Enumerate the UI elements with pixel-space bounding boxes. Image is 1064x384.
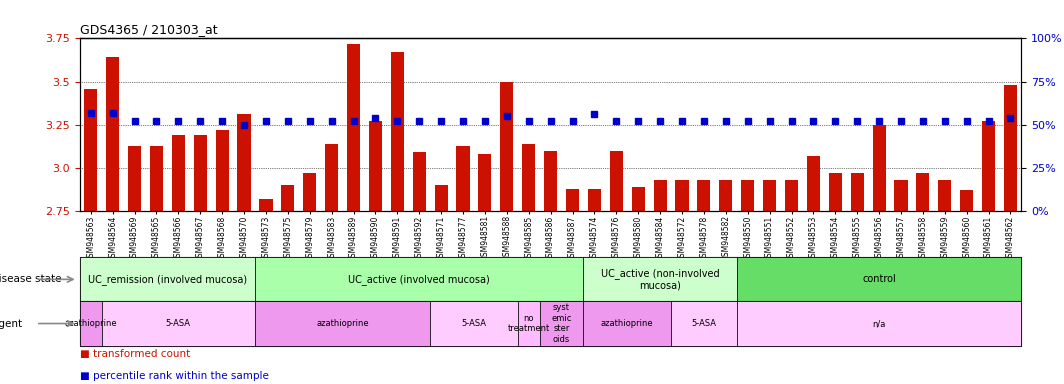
Bar: [587, 189, 601, 211]
Bar: [916, 173, 930, 211]
Bar: [255, 257, 583, 301]
Text: syst
emic
ster
oids: syst emic ster oids: [551, 303, 571, 344]
Bar: [807, 156, 820, 211]
Bar: [430, 301, 518, 346]
Bar: [960, 190, 974, 211]
Bar: [653, 180, 667, 211]
Bar: [128, 146, 142, 211]
Bar: [850, 173, 864, 211]
Bar: [479, 154, 492, 211]
Bar: [736, 301, 1021, 346]
Bar: [281, 185, 295, 211]
Bar: [632, 187, 645, 211]
Bar: [610, 151, 622, 211]
Text: ■ percentile rank within the sample: ■ percentile rank within the sample: [80, 371, 269, 381]
Text: azathioprine: azathioprine: [316, 319, 369, 328]
Text: UC_active (non-involved
mucosa): UC_active (non-involved mucosa): [601, 268, 719, 291]
Bar: [255, 301, 430, 346]
Text: control: control: [862, 274, 896, 285]
Text: 5-ASA: 5-ASA: [166, 319, 190, 328]
Bar: [456, 146, 469, 211]
Bar: [676, 180, 688, 211]
Bar: [260, 199, 272, 211]
Bar: [171, 135, 185, 211]
Bar: [544, 151, 558, 211]
Bar: [216, 130, 229, 211]
Bar: [347, 43, 360, 211]
Bar: [434, 185, 448, 211]
Bar: [583, 301, 671, 346]
Bar: [150, 146, 163, 211]
Bar: [539, 301, 583, 346]
Bar: [982, 121, 995, 211]
Bar: [194, 135, 206, 211]
Bar: [106, 57, 119, 211]
Bar: [697, 180, 711, 211]
Bar: [719, 180, 732, 211]
Bar: [84, 89, 97, 211]
Bar: [80, 301, 102, 346]
Bar: [518, 301, 539, 346]
Text: ■ transformed count: ■ transformed count: [80, 349, 190, 359]
Bar: [500, 81, 514, 211]
Text: 5-ASA: 5-ASA: [462, 319, 486, 328]
Bar: [938, 180, 951, 211]
Text: disease state: disease state: [0, 274, 62, 285]
Bar: [671, 301, 736, 346]
Text: UC_remission (involved mucosa): UC_remission (involved mucosa): [88, 274, 247, 285]
Bar: [369, 121, 382, 211]
Text: n/a: n/a: [872, 319, 886, 328]
Text: agent: agent: [0, 318, 22, 329]
Bar: [413, 152, 426, 211]
Bar: [763, 180, 776, 211]
Bar: [785, 180, 798, 211]
Bar: [522, 144, 535, 211]
Text: azathioprine: azathioprine: [601, 319, 653, 328]
Bar: [742, 180, 754, 211]
Bar: [102, 301, 255, 346]
Text: GDS4365 / 210303_at: GDS4365 / 210303_at: [80, 23, 217, 36]
Bar: [303, 173, 316, 211]
Bar: [872, 125, 885, 211]
Text: azathioprine: azathioprine: [65, 319, 117, 328]
Bar: [566, 189, 579, 211]
Bar: [895, 180, 908, 211]
Text: 5-ASA: 5-ASA: [692, 319, 716, 328]
Bar: [583, 257, 736, 301]
Bar: [1004, 85, 1017, 211]
Text: no
treatment: no treatment: [508, 314, 550, 333]
Bar: [326, 144, 338, 211]
Bar: [80, 257, 255, 301]
Bar: [736, 257, 1021, 301]
Bar: [829, 173, 842, 211]
Bar: [390, 52, 404, 211]
Text: UC_active (involved mucosa): UC_active (involved mucosa): [348, 274, 491, 285]
Bar: [237, 114, 251, 211]
